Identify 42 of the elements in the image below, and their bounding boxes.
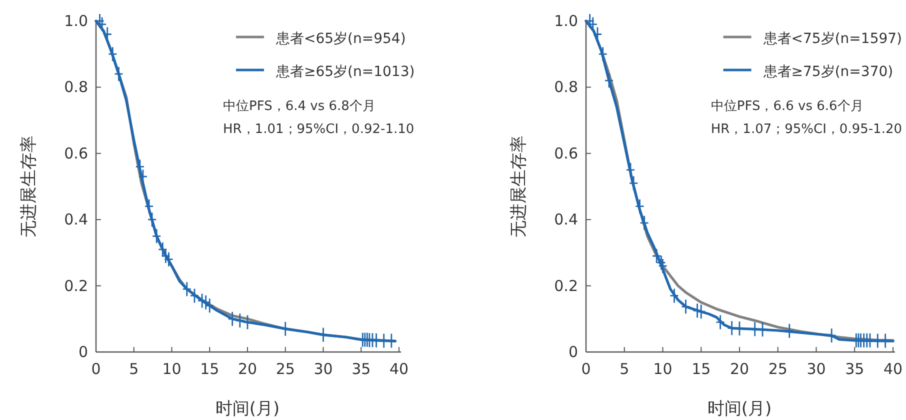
x-tick-label: 5 (620, 360, 630, 378)
y-tick-label: 0 (78, 343, 88, 361)
legend-label: 患者<75岁(n=1597) (762, 31, 902, 47)
annotation: HR，1.07；95%CI，0.95-1.20 (710, 122, 902, 137)
legend-label: 患者≥65岁(n=1013) (275, 64, 415, 80)
x-tick-label: 25 (768, 360, 788, 378)
x-axis-title: 时间(月) (215, 399, 280, 419)
x-axis-title: 时间(月) (707, 399, 772, 419)
y-tick-label: 0.6 (554, 144, 578, 162)
y-tick-label: 1.0 (64, 12, 88, 30)
y-tick-label: 0.2 (554, 276, 578, 295)
y-axis-title: 无进展生存率 (509, 136, 529, 238)
y-tick-label: 1.0 (554, 12, 578, 30)
x-tick-label: 30 (314, 360, 333, 378)
x-tick-label: 0 (91, 360, 101, 378)
x-tick-label: 25 (276, 360, 295, 378)
annotation: 中位PFS，6.6 vs 6.6个月 (710, 99, 864, 114)
x-tick-label: 15 (692, 360, 711, 378)
y-tick-label: 0.8 (64, 78, 88, 96)
x-tick-label: 10 (653, 360, 672, 378)
x-tick-label: 20 (730, 360, 750, 378)
y-axis-title: 无进展生存率 (19, 136, 39, 238)
x-tick-label: 15 (200, 360, 220, 378)
y-tick-label: 0.4 (64, 210, 88, 229)
y-tick-label: 0.2 (64, 276, 88, 295)
x-tick-label: 40 (883, 360, 903, 378)
x-tick-label: 40 (389, 360, 409, 378)
y-tick-label: 0 (568, 343, 578, 361)
x-tick-label: 35 (845, 360, 864, 378)
legend-label: 患者≥75岁(n=370) (762, 64, 894, 80)
legend-label: 患者<65岁(n=954) (275, 31, 406, 47)
x-tick-label: 0 (581, 360, 591, 378)
x-tick-label: 5 (129, 360, 139, 378)
annotation: HR，1.01；95%CI，0.92-1.10 (223, 122, 414, 137)
x-tick-label: 35 (352, 360, 371, 378)
y-tick-label: 0.8 (554, 78, 578, 96)
y-tick-label: 0.4 (554, 210, 578, 229)
y-tick-label: 0.6 (64, 144, 88, 162)
annotation: 中位PFS，6.4 vs 6.8个月 (223, 99, 376, 114)
x-tick-label: 20 (238, 360, 258, 378)
x-tick-label: 30 (806, 360, 826, 378)
x-tick-label: 10 (162, 360, 182, 378)
